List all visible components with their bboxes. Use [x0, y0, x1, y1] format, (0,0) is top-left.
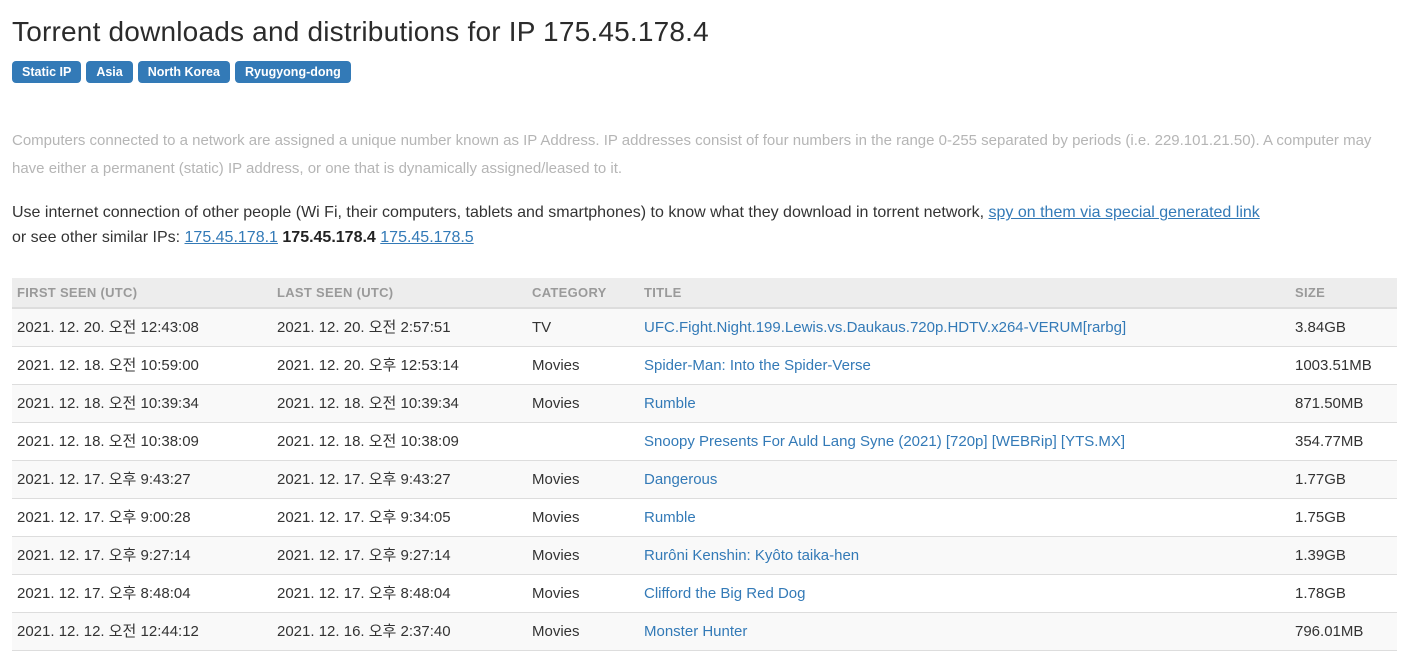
torrent-title-link[interactable]: Clifford the Big Red Dog: [644, 585, 806, 603]
tag-city: Ryugyong-dong: [234, 61, 351, 83]
size-cell: 3.84GB: [1290, 307, 1397, 347]
size-cell: 1.77GB: [1290, 460, 1397, 499]
category-cell: Movies: [527, 574, 639, 613]
size-cell: 1.78GB: [1290, 574, 1397, 613]
similar-ips-lead-text: or see other similar IPs:: [12, 229, 181, 247]
last-seen-cell: 2021. 12. 17. 오후 9:43:27: [272, 460, 527, 499]
torrent-title-link[interactable]: Spider-Man: Into the Spider-Verse: [644, 357, 871, 375]
title-cell: Spider-Man: Into the Spider-Verse: [639, 346, 1290, 385]
last-seen-cell: 2021. 12. 17. 오후 9:34:05: [272, 498, 527, 537]
category-cell: Movies: [527, 384, 639, 423]
first-seen-cell: 2021. 12. 17. 오후 9:00:28: [12, 498, 272, 537]
title-cell: Clifford the Big Red Dog: [639, 574, 1290, 613]
table-row: 2021. 12. 17. 오후 8:48:04 2021. 12. 17. 오후…: [12, 574, 1397, 613]
first-seen-cell: 2021. 12. 17. 오후 8:48:04: [12, 574, 272, 613]
usage-lead-text: Use internet connection of other people …: [12, 204, 985, 222]
table-row: 2021. 12. 18. 오전 10:39:34 2021. 12. 18. 오…: [12, 384, 1397, 423]
size-cell: 871.50MB: [1290, 384, 1397, 423]
torrent-title-link[interactable]: Rumble: [644, 395, 696, 413]
category-cell: Movies: [527, 460, 639, 499]
table-row: 2021. 12. 20. 오전 12:43:08 2021. 12. 20. 오…: [12, 307, 1397, 347]
first-seen-cell: 2021. 12. 18. 오전 10:39:34: [12, 384, 272, 423]
title-cell: Rumble: [639, 498, 1290, 537]
table-row: 2021. 12. 17. 오후 9:00:28 2021. 12. 17. 오후…: [12, 498, 1397, 537]
current-ip-text: 175.45.178.4: [282, 229, 376, 247]
torrent-title-link[interactable]: Rurôni Kenshin: Kyôto taika-hen: [644, 547, 860, 565]
page-title: Torrent downloads and distributions for …: [12, 16, 709, 47]
title-cell: Snoopy Presents For Auld Lang Syne (2021…: [639, 422, 1290, 461]
header-size: SIZE: [1290, 278, 1397, 310]
table-row: 2021. 12. 17. 오후 9:43:27 2021. 12. 17. 오후…: [12, 460, 1397, 499]
spy-link[interactable]: spy on them via special generated link: [988, 204, 1260, 222]
header-category: CATEGORY: [527, 278, 639, 310]
last-seen-cell: 2021. 12. 20. 오후 12:53:14: [272, 346, 527, 385]
category-cell: TV: [527, 307, 639, 347]
usage-paragraph: Use internet connection of other people …: [12, 201, 1397, 251]
size-cell: 1.75GB: [1290, 498, 1397, 537]
size-cell: 1.39GB: [1290, 536, 1397, 575]
first-seen-cell: 2021. 12. 18. 오전 10:38:09: [12, 422, 272, 461]
last-seen-cell: 2021. 12. 20. 오전 2:57:51: [272, 307, 527, 347]
category-cell: Movies: [527, 498, 639, 537]
table-row: 2021. 12. 18. 오전 10:38:09 2021. 12. 18. 오…: [12, 422, 1397, 461]
ip-explanation-paragraph: Computers connected to a network are ass…: [12, 131, 1372, 178]
table-row: 2021. 12. 17. 오후 9:27:14 2021. 12. 17. 오후…: [12, 536, 1397, 575]
torrent-table: FIRST SEEN (UTC) LAST SEEN (UTC) CATEGOR…: [12, 278, 1397, 651]
last-seen-cell: 2021. 12. 18. 오전 10:39:34: [272, 384, 527, 423]
similar-ip-link-prev[interactable]: 175.45.178.1: [184, 229, 278, 247]
tag-continent: Asia: [86, 61, 133, 83]
torrent-table-header: FIRST SEEN (UTC) LAST SEEN (UTC) CATEGOR…: [12, 278, 1397, 310]
title-cell: UFC.Fight.Night.199.Lewis.vs.Daukaus.720…: [639, 307, 1290, 347]
torrent-title-link[interactable]: UFC.Fight.Night.199.Lewis.vs.Daukaus.720…: [644, 319, 1127, 337]
torrent-title-link[interactable]: Dangerous: [644, 471, 718, 489]
title-cell: Rumble: [639, 384, 1290, 423]
first-seen-cell: 2021. 12. 20. 오전 12:43:08: [12, 307, 272, 347]
first-seen-cell: 2021. 12. 17. 오후 9:43:27: [12, 460, 272, 499]
last-seen-cell: 2021. 12. 18. 오전 10:38:09: [272, 422, 527, 461]
header-first-seen: FIRST SEEN (UTC): [12, 278, 272, 310]
category-cell: Movies: [527, 536, 639, 575]
torrent-table-body: 2021. 12. 20. 오전 12:43:08 2021. 12. 20. 오…: [12, 307, 1397, 651]
header-last-seen: LAST SEEN (UTC): [272, 278, 527, 310]
category-cell: [527, 422, 639, 461]
torrent-title-link[interactable]: Rumble: [644, 509, 696, 527]
size-cell: 1003.51MB: [1290, 346, 1397, 385]
tag-country: North Korea: [137, 61, 230, 83]
header-title: TITLE: [639, 278, 1290, 310]
size-cell: 354.77MB: [1290, 422, 1397, 461]
first-seen-cell: 2021. 12. 18. 오전 10:59:00: [12, 346, 272, 385]
last-seen-cell: 2021. 12. 17. 오후 8:48:04: [272, 574, 527, 613]
category-cell: Movies: [527, 346, 639, 385]
torrent-title-link[interactable]: Snoopy Presents For Auld Lang Syne (2021…: [644, 433, 1126, 451]
title-cell: Rurôni Kenshin: Kyôto taika-hen: [639, 536, 1290, 575]
last-seen-cell: 2021. 12. 17. 오후 9:27:14: [272, 536, 527, 575]
table-row: 2021. 12. 18. 오전 10:59:00 2021. 12. 20. 오…: [12, 346, 1397, 385]
tag-static-ip: Static IP: [12, 61, 82, 83]
ip-tags: Static IP Asia North Korea Ryugyong-dong: [12, 61, 1397, 83]
title-cell: Dangerous: [639, 460, 1290, 499]
similar-ip-link-next[interactable]: 175.45.178.5: [380, 229, 474, 247]
first-seen-cell: 2021. 12. 17. 오후 9:27:14: [12, 536, 272, 575]
